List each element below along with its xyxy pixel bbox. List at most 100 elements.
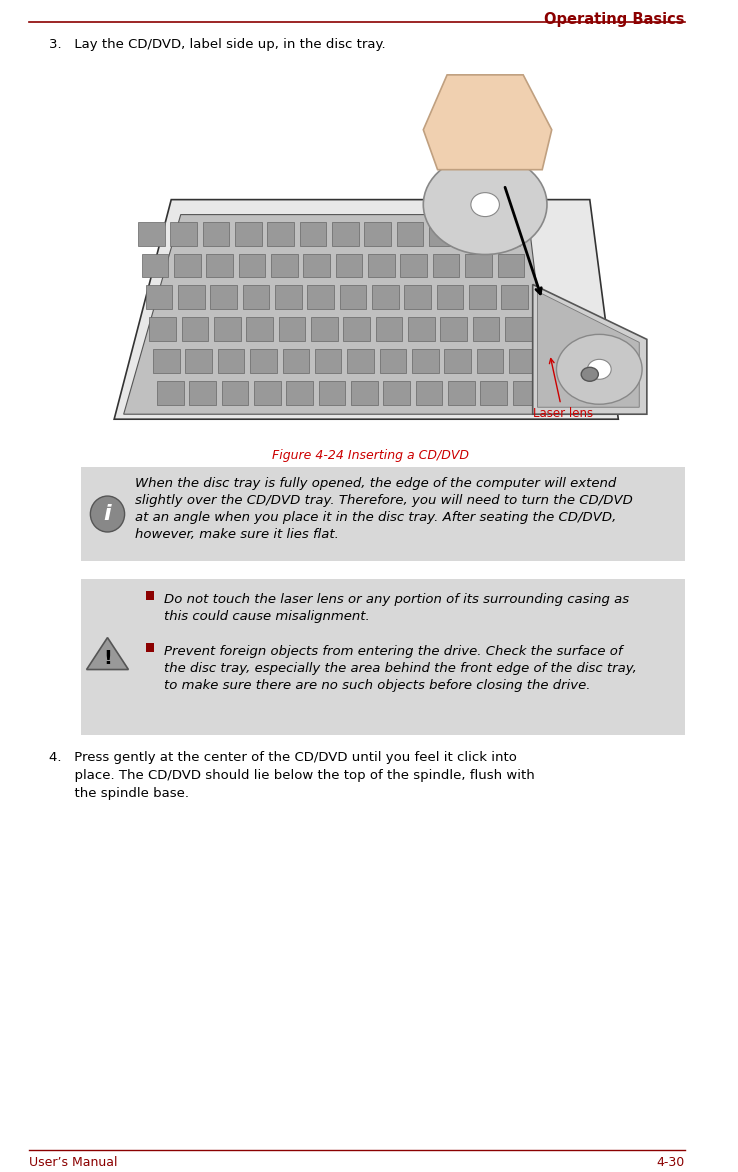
Polygon shape <box>404 286 431 309</box>
Polygon shape <box>218 349 244 374</box>
Ellipse shape <box>556 334 642 404</box>
Polygon shape <box>513 381 539 406</box>
Polygon shape <box>279 318 306 341</box>
Polygon shape <box>286 381 313 406</box>
Polygon shape <box>396 222 424 246</box>
Polygon shape <box>170 222 197 246</box>
Polygon shape <box>432 253 460 278</box>
Polygon shape <box>533 285 646 414</box>
Text: Laser lens: Laser lens <box>533 359 593 421</box>
Text: Operating Basics: Operating Basics <box>545 12 685 27</box>
Polygon shape <box>494 222 520 246</box>
Polygon shape <box>501 286 528 309</box>
Text: to make sure there are no such objects before closing the drive.: to make sure there are no such objects b… <box>164 679 590 691</box>
Circle shape <box>90 496 125 532</box>
Polygon shape <box>210 286 237 309</box>
Polygon shape <box>351 381 378 406</box>
Polygon shape <box>372 286 399 309</box>
Polygon shape <box>401 253 427 278</box>
Polygon shape <box>315 349 342 374</box>
Polygon shape <box>537 292 639 407</box>
Polygon shape <box>441 318 467 341</box>
Polygon shape <box>221 381 248 406</box>
Polygon shape <box>275 286 302 309</box>
Polygon shape <box>477 349 503 374</box>
Polygon shape <box>283 349 309 374</box>
Polygon shape <box>343 318 370 341</box>
Polygon shape <box>145 286 172 309</box>
Polygon shape <box>307 286 334 309</box>
Polygon shape <box>408 318 435 341</box>
FancyBboxPatch shape <box>145 591 154 600</box>
Text: !: ! <box>103 649 112 668</box>
Polygon shape <box>505 318 532 341</box>
Polygon shape <box>154 349 180 374</box>
Text: Figure 4-24 Inserting a CD/DVD: Figure 4-24 Inserting a CD/DVD <box>272 449 469 462</box>
Text: When the disc tray is fully opened, the edge of the computer will extend: When the disc tray is fully opened, the … <box>135 477 616 490</box>
Polygon shape <box>461 222 488 246</box>
Polygon shape <box>303 253 330 278</box>
Polygon shape <box>124 214 552 414</box>
Text: the spindle base.: the spindle base. <box>49 786 190 799</box>
Ellipse shape <box>587 360 611 380</box>
Polygon shape <box>311 318 338 341</box>
Ellipse shape <box>582 367 599 381</box>
Polygon shape <box>412 349 438 374</box>
Polygon shape <box>347 349 374 374</box>
Text: Prevent foreign objects from entering the drive. Check the surface of: Prevent foreign objects from entering th… <box>164 645 622 657</box>
Polygon shape <box>424 75 552 170</box>
Polygon shape <box>182 318 208 341</box>
Polygon shape <box>379 349 406 374</box>
Polygon shape <box>178 286 204 309</box>
Polygon shape <box>332 222 359 246</box>
Polygon shape <box>138 222 165 246</box>
Text: place. The CD/DVD should lie below the top of the spindle, flush with: place. The CD/DVD should lie below the t… <box>49 769 535 782</box>
FancyBboxPatch shape <box>145 642 154 652</box>
Polygon shape <box>497 253 524 278</box>
Polygon shape <box>250 349 277 374</box>
Polygon shape <box>142 253 168 278</box>
Polygon shape <box>444 349 471 374</box>
Polygon shape <box>469 286 496 309</box>
Polygon shape <box>243 286 269 309</box>
Polygon shape <box>203 222 230 246</box>
Polygon shape <box>174 253 201 278</box>
Polygon shape <box>86 638 128 669</box>
Polygon shape <box>239 253 266 278</box>
Ellipse shape <box>471 192 500 217</box>
Ellipse shape <box>424 155 547 254</box>
Text: User’s Manual: User’s Manual <box>29 1156 117 1168</box>
Polygon shape <box>339 286 366 309</box>
Polygon shape <box>509 349 536 374</box>
Text: at an angle when you place it in the disc tray. After seating the CD/DVD,: at an angle when you place it in the dis… <box>135 511 616 524</box>
Polygon shape <box>336 253 362 278</box>
Polygon shape <box>480 381 507 406</box>
Polygon shape <box>473 318 500 341</box>
Polygon shape <box>437 286 463 309</box>
Text: 3.   Lay the CD/DVD, label side up, in the disc tray.: 3. Lay the CD/DVD, label side up, in the… <box>49 38 386 50</box>
Polygon shape <box>465 253 492 278</box>
Polygon shape <box>383 381 410 406</box>
Polygon shape <box>267 222 294 246</box>
Text: 4.   Press gently at the center of the CD/DVD until you feel it click into: 4. Press gently at the center of the CD/… <box>49 750 517 764</box>
Text: Do not touch the laser lens or any portion of its surrounding casing as: Do not touch the laser lens or any porti… <box>164 593 629 606</box>
Polygon shape <box>415 381 442 406</box>
Text: the disc tray, especially the area behind the front edge of the disc tray,: the disc tray, especially the area behin… <box>164 662 636 675</box>
Polygon shape <box>214 318 241 341</box>
Polygon shape <box>114 199 618 420</box>
Polygon shape <box>190 381 216 406</box>
Polygon shape <box>271 253 297 278</box>
FancyBboxPatch shape <box>81 468 685 561</box>
Polygon shape <box>365 222 391 246</box>
Text: however, make sure it lies flat.: however, make sure it lies flat. <box>135 529 339 541</box>
Polygon shape <box>429 222 455 246</box>
Polygon shape <box>185 349 212 374</box>
Polygon shape <box>157 381 184 406</box>
Polygon shape <box>368 253 395 278</box>
Polygon shape <box>319 381 345 406</box>
Text: slightly over the CD/DVD tray. Therefore, you will need to turn the CD/DVD: slightly over the CD/DVD tray. Therefore… <box>135 495 633 507</box>
Polygon shape <box>376 318 402 341</box>
Text: this could cause misalignment.: this could cause misalignment. <box>164 609 369 622</box>
Polygon shape <box>448 381 475 406</box>
Polygon shape <box>300 222 326 246</box>
